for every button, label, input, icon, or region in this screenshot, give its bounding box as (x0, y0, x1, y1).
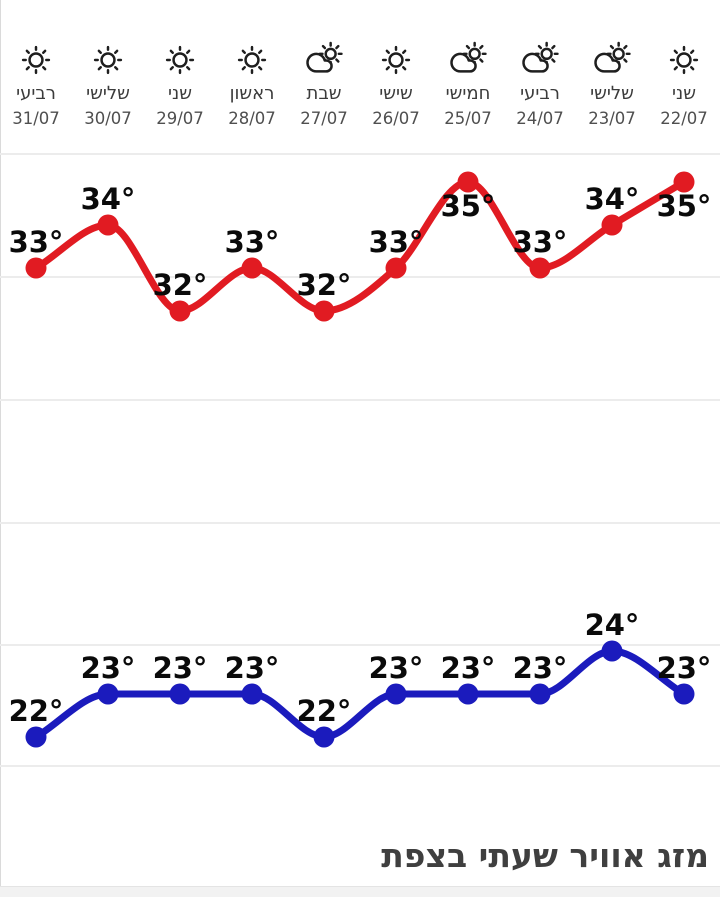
low-temp-label: 22° (297, 694, 352, 728)
low-temp-label: 23° (441, 651, 496, 685)
low-temp-point (241, 683, 263, 705)
low-temp-point (385, 683, 407, 705)
low-temp-series: 23° 24° 23° 23° 23° 22° 23° 23° 23° 22° (9, 608, 712, 748)
low-temp-point (169, 683, 191, 705)
low-temp-label: 23° (153, 651, 208, 685)
high-temp-point (313, 300, 335, 322)
low-temp-point (25, 726, 47, 748)
low-temp-label: 23° (513, 651, 568, 685)
day-date: 28/07 (228, 109, 276, 128)
low-temp-point (673, 683, 695, 705)
day-column: ראשון 28/07 (216, 0, 288, 140)
forecast-strip[interactable]: שני 22/07 שלישי 23/07 רביעי 24/07 חמישי … (0, 0, 720, 140)
high-temp-series: 35° 34° 33° 35° 33° 32° 33° 32° 34° 33° (9, 171, 712, 322)
day-column: שישי 26/07 (360, 0, 432, 140)
high-temp-label: 33° (513, 225, 568, 259)
day-date: 30/07 (84, 109, 132, 128)
high-temp-line (32, 178, 688, 315)
day-date: 31/07 (12, 109, 60, 128)
high-temp-label: 33° (225, 225, 280, 259)
high-temp-label: 33° (369, 225, 424, 259)
low-temp-point (601, 640, 623, 662)
day-name: ראשון (229, 83, 275, 104)
day-date: 29/07 (156, 109, 204, 128)
high-temp-label: 32° (153, 268, 208, 302)
high-temp-point (457, 171, 479, 193)
low-temp-point (457, 683, 479, 705)
day-date: 25/07 (444, 109, 492, 128)
low-temp-label: 23° (225, 651, 280, 685)
high-temp-point (25, 257, 47, 279)
high-temp-label: 35° (441, 189, 496, 223)
high-temp-point (97, 214, 119, 236)
day-column: שלישי 23/07 (576, 0, 648, 140)
low-temp-point (313, 726, 335, 748)
low-temp-point (529, 683, 551, 705)
high-temp-point (169, 300, 191, 322)
day-name: שני (168, 83, 192, 104)
high-temp-point (601, 214, 623, 236)
day-name: שלישי (86, 83, 130, 104)
day-column: רביעי 24/07 (504, 0, 576, 140)
section-title-hourly-weather: מזג אוויר שעתי בצפת (381, 836, 709, 875)
left-border (0, 0, 1, 887)
low-temp-label: 23° (81, 651, 136, 685)
day-date: 22/07 (660, 109, 708, 128)
day-column: שני 29/07 (144, 0, 216, 140)
day-column: רביעי 31/07 (0, 0, 72, 140)
high-temp-label: 33° (9, 225, 64, 259)
day-date: 27/07 (300, 109, 348, 128)
low-temp-label: 24° (585, 608, 640, 642)
day-date: 26/07 (372, 109, 420, 128)
high-temp-label: 34° (81, 182, 136, 216)
low-temp-line (32, 647, 688, 741)
high-temp-label: 35° (657, 189, 712, 223)
day-name: שישי (379, 83, 413, 104)
high-temp-point (529, 257, 551, 279)
low-temp-point (97, 683, 119, 705)
low-temp-label: 23° (657, 651, 712, 685)
day-column: שבת 27/07 (288, 0, 360, 140)
day-name: שני (672, 83, 696, 104)
day-date: 24/07 (516, 109, 564, 128)
high-temp-point (241, 257, 263, 279)
high-temp-point (673, 171, 695, 193)
day-name: רביעי (16, 83, 56, 104)
day-name: שלישי (590, 83, 634, 104)
day-date: 23/07 (588, 109, 636, 128)
day-column: חמישי 25/07 (432, 0, 504, 140)
high-temp-label: 34° (585, 182, 640, 216)
day-name: רביעי (520, 83, 560, 104)
day-name: חמישי (445, 83, 491, 104)
low-temp-label: 22° (9, 694, 64, 728)
day-name: שבת (306, 83, 342, 104)
day-column: שני 22/07 (648, 0, 720, 140)
high-temp-point (385, 257, 407, 279)
low-temp-label: 23° (369, 651, 424, 685)
day-column: שלישי 30/07 (72, 0, 144, 140)
high-temp-label: 32° (297, 268, 352, 302)
next-section-edge (0, 886, 720, 897)
